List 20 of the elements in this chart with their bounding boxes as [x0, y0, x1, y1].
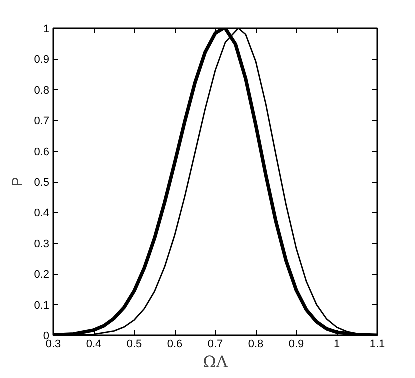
y-tick-label: 0.7 [34, 116, 50, 128]
x-axis-title: ΩΛ [203, 352, 228, 372]
x-tick-label: 0.5 [126, 338, 142, 350]
y-axis-title: P [9, 177, 26, 187]
y-tick-label: 0.9 [34, 54, 50, 66]
x-tick-label: 1 [334, 338, 340, 350]
y-tick-label: 0.5 [34, 177, 50, 189]
y-tick-label: 0.8 [34, 84, 50, 97]
y-tick-label: 0.4 [34, 208, 50, 220]
x-tick-label: 0.7 [208, 338, 224, 350]
y-tick-label: 0.2 [34, 269, 50, 282]
y-tick-label: 0.6 [34, 146, 50, 158]
x-tick-label: 0.4 [86, 338, 102, 350]
x-tick-label: 0.8 [248, 338, 264, 350]
y-tick-label: 0.1 [34, 300, 50, 312]
x-tick-label: 0.9 [288, 338, 304, 350]
y-tick-label: 1 [43, 24, 50, 36]
x-tick-label: 0.6 [167, 338, 183, 350]
y-tick-label: 0.3 [34, 238, 50, 250]
x-tick-label: 1.1 [370, 338, 386, 350]
